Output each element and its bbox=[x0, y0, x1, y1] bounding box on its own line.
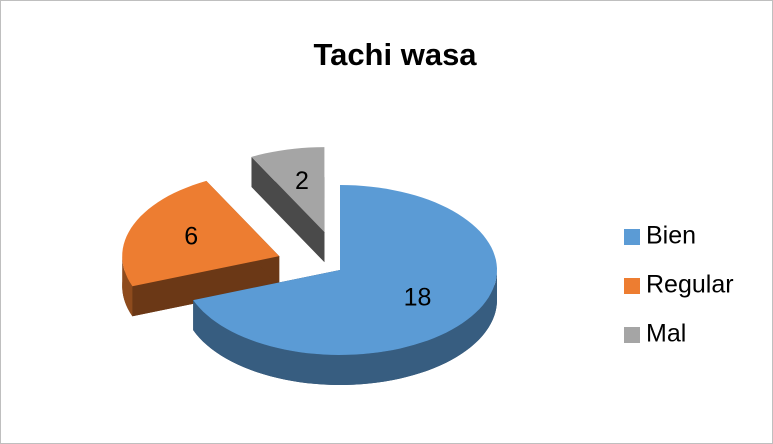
legend-swatch bbox=[624, 327, 640, 343]
slice-top bbox=[251, 147, 325, 233]
legend-swatch bbox=[624, 229, 640, 245]
slice-top bbox=[193, 185, 497, 355]
chart-title: Tachi wasa bbox=[313, 37, 477, 72]
pie-slice bbox=[193, 185, 497, 385]
data-label: 18 bbox=[404, 284, 432, 312]
slice-top bbox=[122, 180, 280, 287]
slice-side bbox=[193, 270, 497, 385]
legend-label: Regular bbox=[646, 271, 734, 299]
data-label: 2 bbox=[295, 167, 309, 195]
legend-label: Mal bbox=[646, 320, 686, 348]
legend-swatch bbox=[624, 278, 640, 294]
slice-face bbox=[251, 156, 325, 263]
pie-slice bbox=[251, 147, 325, 263]
legend-label: Bien bbox=[646, 222, 696, 250]
pie-slice bbox=[122, 180, 280, 317]
slice-face bbox=[132, 256, 280, 317]
slice-side bbox=[122, 256, 133, 317]
data-label: 6 bbox=[184, 223, 198, 251]
